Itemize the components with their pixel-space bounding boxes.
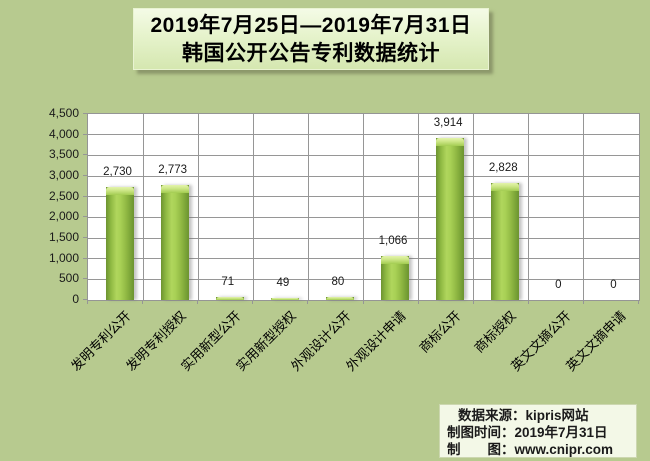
bar-top-highlight [105,187,134,196]
y-axis-label: 0 [72,292,79,306]
chart-title-line-1: 2019年7月25日—2019年7月31日 [150,14,472,37]
x-axis-tick [582,300,584,304]
gridline-vertical [142,114,144,300]
y-axis-label: 3,500 [48,147,79,162]
bar [436,138,465,300]
y-axis-tick [83,278,87,280]
bar-top-highlight [381,255,410,264]
bar [325,296,354,300]
x-axis-tick [142,300,144,304]
bar-value-label: 2,828 [488,162,518,175]
y-axis-label: 4,500 [48,106,79,120]
gridline-vertical [583,114,585,300]
y-axis-tick [83,257,87,259]
bar-top-highlight [160,185,189,194]
bar-top-highlight [215,297,244,300]
gridline-vertical [197,114,199,300]
bar-value-label: 2,730 [103,166,132,179]
plot-area: 2,730 2,773 71 49 80 1,066 3,914 2,828 0 0 [87,113,640,301]
bar [381,255,410,300]
y-axis-tick [83,216,87,218]
x-axis-tick [87,300,88,304]
bar-top-highlight [491,183,520,192]
chart-date-line: 制图时间：2019年7月31日 [447,425,608,440]
bar-top-highlight [325,296,354,300]
y-axis-label: 4,000 [48,126,79,141]
bar-value-label: 0 [610,279,617,291]
bar-value-label: 49 [276,276,290,289]
y-axis-tick [83,299,87,300]
bar-value-label: 80 [331,275,345,288]
bar [160,185,189,300]
x-axis-tick [307,300,309,304]
bar-top-highlight [270,297,299,300]
chart-title-line-2: 韩国公开公告专利数据统计 [182,42,440,65]
x-axis-tick [252,300,254,304]
bar-top-highlight [436,138,465,147]
x-axis-tick [527,300,529,304]
bar-value-label: 71 [221,276,235,289]
y-axis-label: 1,000 [48,250,79,265]
bar-value-label: 2,773 [158,164,188,177]
gridline-vertical [307,114,309,300]
bar-value-label: 1,066 [378,234,408,247]
y-axis-tick [83,113,87,114]
bar [215,297,244,300]
gridline-vertical [363,114,364,300]
x-axis-tick [197,300,199,304]
gridline-vertical [252,114,254,300]
y-axis-label: 2,000 [48,209,79,224]
data-source-line: 数据来源：kipris网站 [458,408,589,423]
x-axis-tick [417,300,419,304]
x-axis-tick [638,300,639,304]
chart-maker-line: 制 图：www.cnipr.com [447,442,614,457]
gridline-vertical [418,114,420,300]
y-axis-label: 1,500 [48,230,79,244]
x-axis-tick [472,300,474,304]
y-axis-tick [83,195,87,197]
x-axis-label: 商标公开 [416,308,464,356]
bar [270,297,299,300]
bar-value-label: 3,914 [433,117,463,130]
x-axis-label: 商标授权 [471,308,519,356]
y-axis-tick [83,133,87,135]
gridline-vertical [473,114,475,300]
y-axis-label: 2,500 [48,188,79,203]
bar [491,183,520,300]
y-axis-tick [83,237,87,238]
chart-title-box: 2019年7月25日—2019年7月31日 韩国公开公告专利数据统计 [133,8,489,70]
bar [105,187,134,300]
y-axis-label: 3,000 [48,168,79,182]
source-box: 数据来源：kipris网站 制图时间：2019年7月31日 制 图：www.cn… [439,404,637,458]
y-axis-label: 500 [58,271,79,286]
bar-value-label: 0 [555,279,562,291]
x-axis-tick [362,300,364,304]
y-axis-tick [83,175,87,176]
gridline-vertical [528,114,530,300]
y-axis-tick [83,154,87,156]
